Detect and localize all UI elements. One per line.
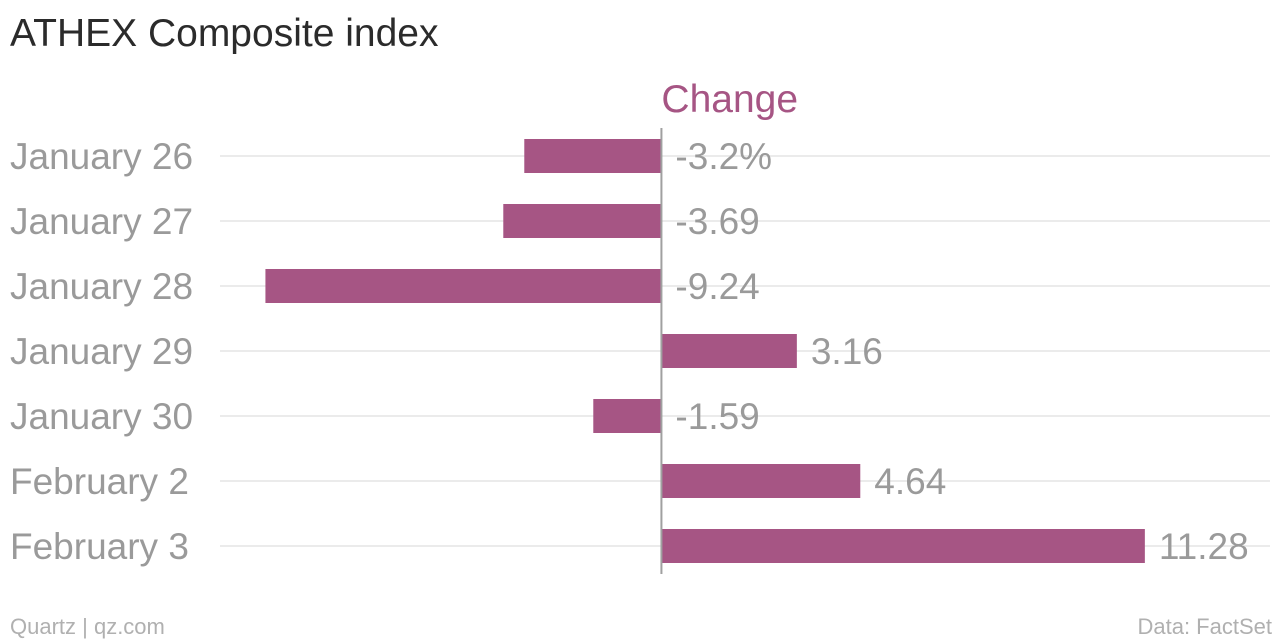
bar [503,204,662,238]
bar [593,399,662,433]
value-label: -9.24 [675,266,759,307]
value-label: 4.64 [874,461,946,502]
category-label: January 30 [10,396,193,437]
bar [661,464,861,498]
value-label: 11.28 [1159,526,1249,567]
label-layer: Change January 26 -3.2% January 27 -3.69 Janu… [10,78,1249,567]
source-credit: Quartz | qz.com [10,614,165,639]
bar [524,139,662,173]
value-label: -3.69 [675,201,759,242]
category-label: January 26 [10,136,193,177]
value-label: 3.16 [811,331,883,372]
value-label: -1.59 [675,396,759,437]
category-label: January 29 [10,331,193,372]
bar [661,529,1145,563]
value-label: -3.2% [675,136,772,177]
bar [661,334,797,368]
bar [265,269,662,303]
category-label: January 27 [10,201,193,242]
chart-title: ATHEX Composite index [10,12,439,55]
bar-layer [265,139,1145,563]
series-label: Change [661,78,798,121]
category-label: February 3 [10,526,189,567]
data-source: Data: FactSet [1137,614,1272,639]
category-label: February 2 [10,461,189,502]
category-label: January 28 [10,266,193,307]
